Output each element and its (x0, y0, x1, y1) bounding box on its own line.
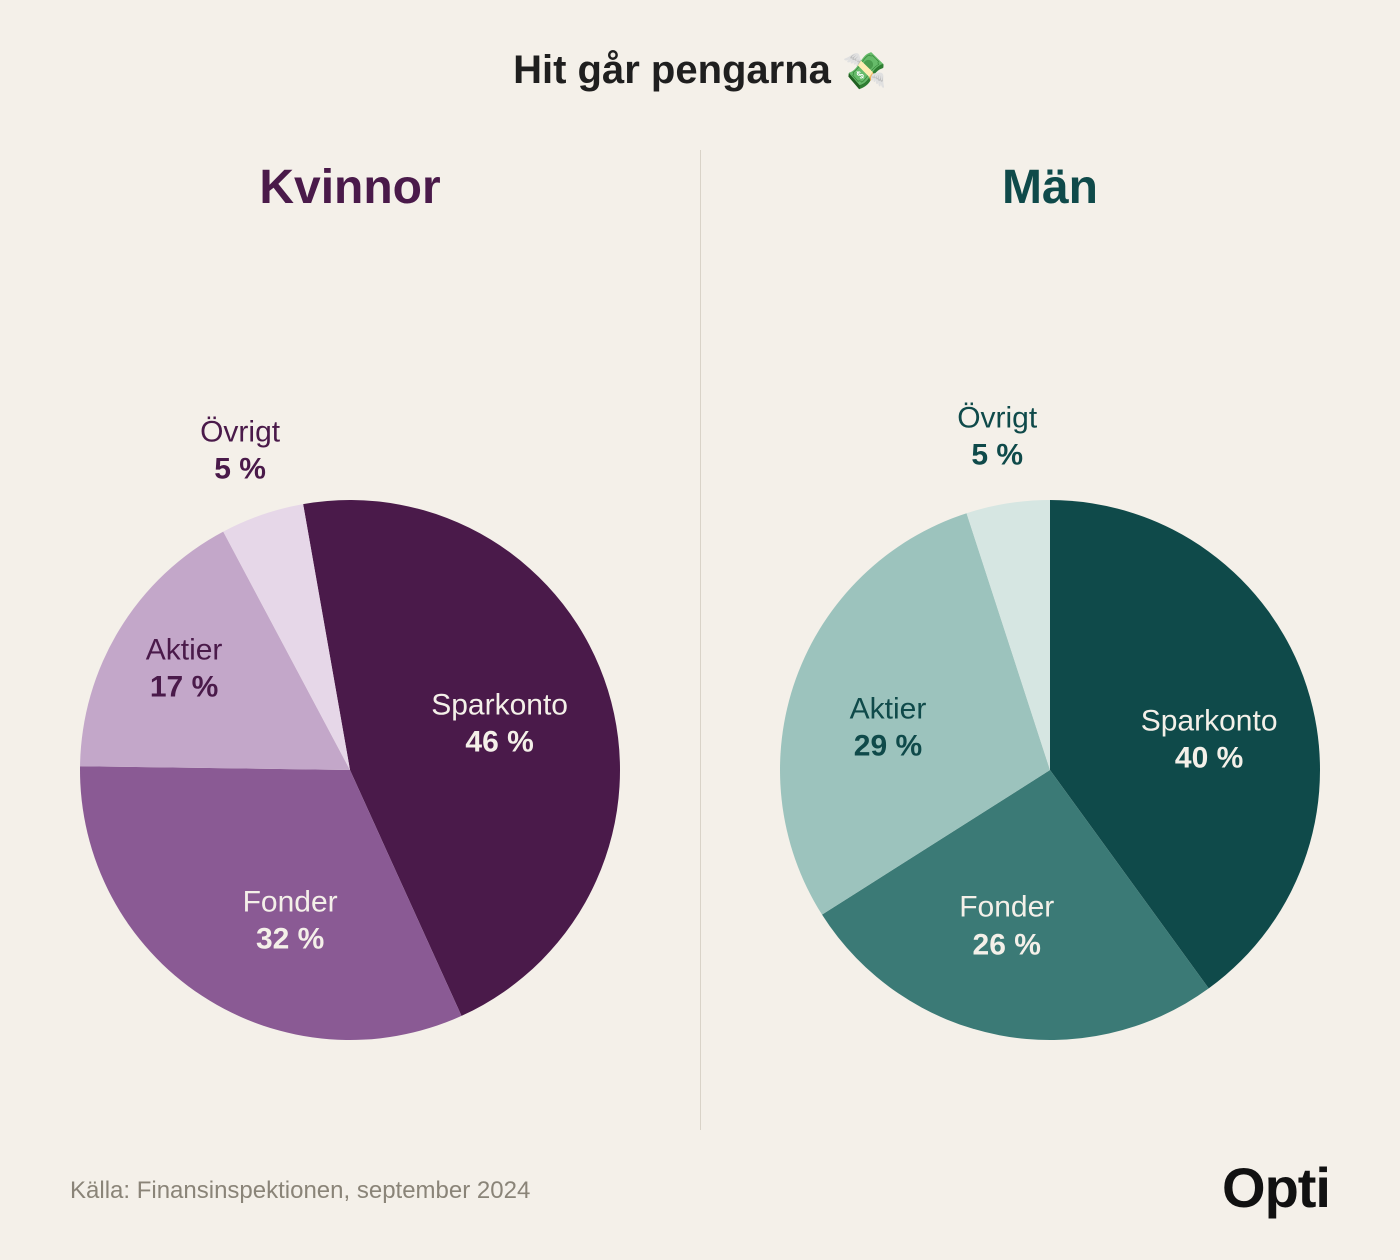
slice-name: Fonder (243, 883, 338, 921)
slice-label-fonder: Fonder32 % (243, 883, 338, 958)
slice-label-sparkonto: Sparkonto46 % (431, 686, 568, 761)
panel-kvinnor: Kvinnor Sparkonto46 % Fonder32 % Aktier17 … (0, 150, 700, 1130)
slice-name: Övrigt (200, 413, 280, 451)
slice-label-fonder: Fonder26 % (959, 889, 1054, 964)
slice-pct: 46 % (431, 724, 568, 762)
slice-name: Aktier (850, 690, 927, 728)
pie-chart-man: Sparkonto40 %Fonder26 %Aktier29 %Övrigt5… (780, 500, 1320, 1040)
page-title: Hit går pengarna 💸 (0, 48, 1400, 93)
slice-pct: 29 % (850, 728, 927, 766)
pie-chart-kvinnor: Sparkonto46 %Fonder32 %Aktier17 %Övrigt5… (80, 500, 620, 1040)
source-text: Källa: Finansinspektionen, september 202… (70, 1177, 530, 1205)
infographic-canvas: Hit går pengarna 💸 Kvinnor Sparkonto46 %… (0, 0, 1400, 1260)
slice-name: Sparkonto (431, 686, 568, 724)
slice-name: Sparkonto (1141, 702, 1278, 740)
panel-title-kvinnor: Kvinnor (0, 160, 700, 215)
money-emoji-icon: 💸 (842, 50, 887, 91)
slice-label-aktier: Aktier29 % (850, 690, 927, 765)
brand-logo: Opti (1222, 1155, 1330, 1220)
slice-label-övrigt: Övrigt5 % (957, 399, 1037, 474)
slice-name: Aktier (146, 631, 223, 669)
slice-pct: 5 % (200, 451, 280, 489)
title-text: Hit går pengarna (513, 48, 831, 92)
slice-pct: 5 % (957, 437, 1037, 475)
slice-label-övrigt: Övrigt5 % (200, 413, 280, 488)
slice-name: Fonder (959, 889, 1054, 927)
slice-label-sparkonto: Sparkonto40 % (1141, 702, 1278, 777)
panel-man: Män Sparkonto40 % Fonder26 % Aktier29 % Övr… (700, 150, 1400, 1130)
slice-pct: 32 % (243, 921, 338, 959)
slice-pct: 17 % (146, 669, 223, 707)
slice-pct: 40 % (1141, 740, 1278, 778)
slice-label-aktier: Aktier17 % (146, 631, 223, 706)
slice-name: Övrigt (957, 399, 1037, 437)
slice-pct: 26 % (959, 926, 1054, 964)
panel-title-man: Män (700, 160, 1400, 215)
